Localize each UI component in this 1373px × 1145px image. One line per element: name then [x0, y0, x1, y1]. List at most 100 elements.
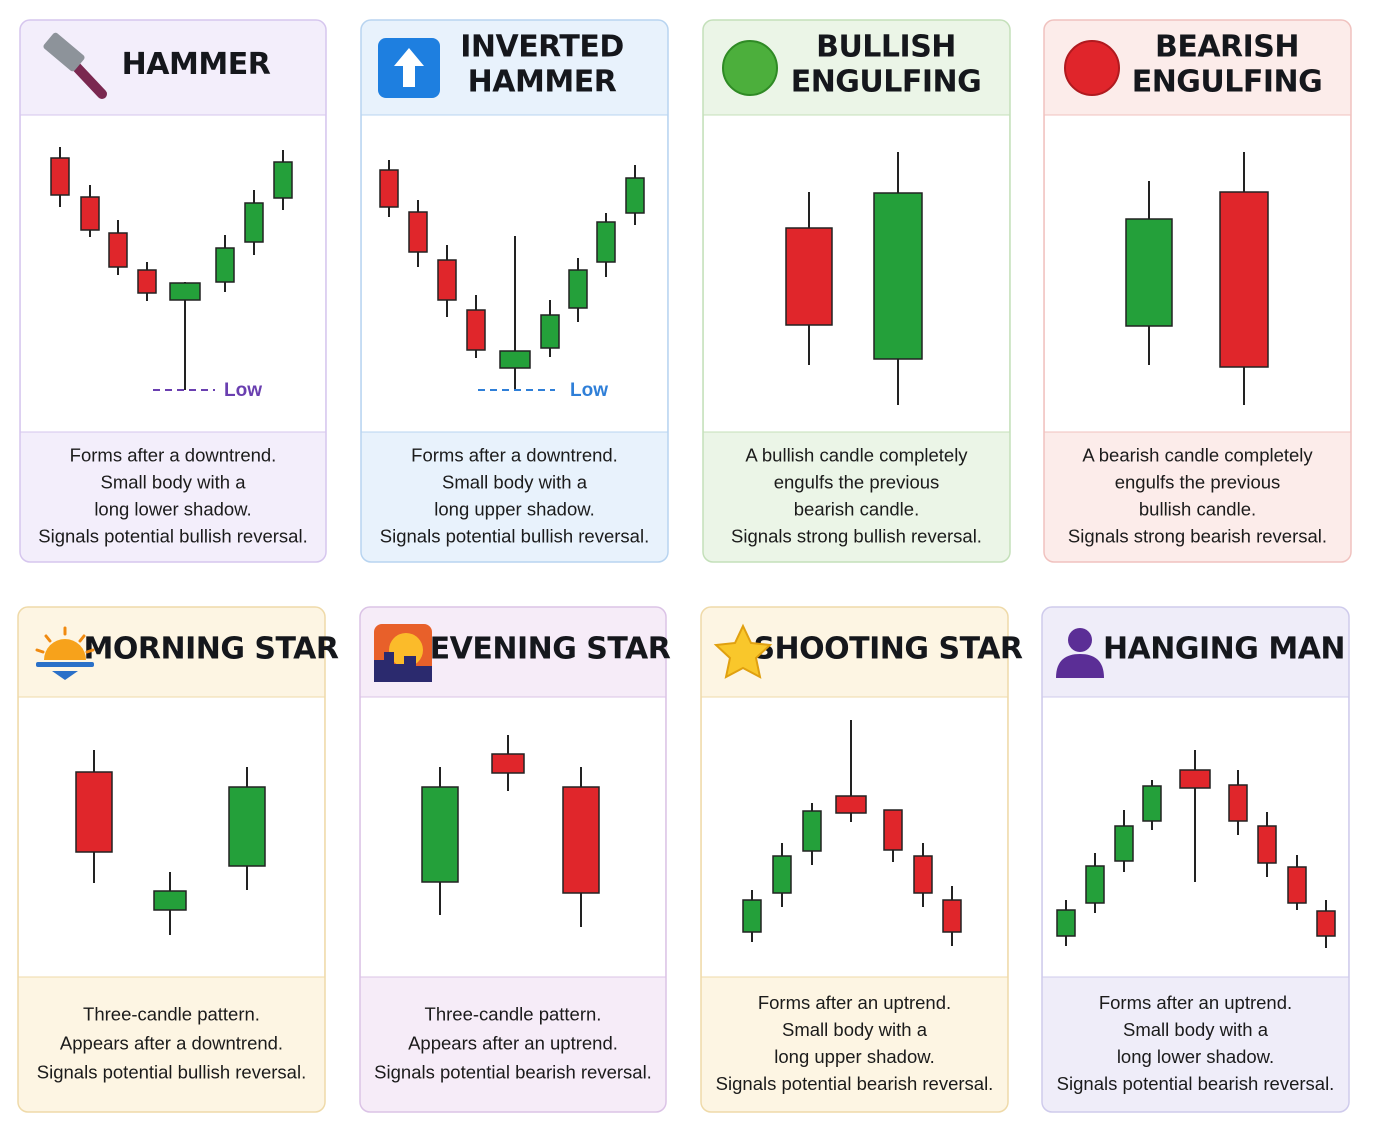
card-title: INVERTED [460, 30, 624, 65]
candle-body [1125, 218, 1173, 327]
candle-body [913, 855, 933, 894]
card-description: engulfs the previous [774, 471, 940, 492]
card-title: EVENING STAR [430, 632, 671, 667]
card-description: Appears after an uptrend. [408, 1032, 618, 1053]
card-title: SHOOTING STAR [753, 632, 1022, 667]
candle-body [568, 269, 588, 309]
card-title: BEARISH [1155, 30, 1299, 65]
card-description: A bullish candle completely [745, 444, 968, 465]
candle-body [75, 771, 113, 853]
card-title: BULLISH [816, 30, 956, 65]
card-border [17, 606, 326, 1113]
candle-body [1142, 785, 1162, 822]
chart-area [702, 697, 1007, 977]
person-icon [1056, 628, 1104, 678]
candle-body [1219, 191, 1269, 368]
candle-body [244, 202, 264, 243]
card-description: Appears after a downtrend. [60, 1032, 283, 1053]
card-description: A bearish candle completely [1082, 444, 1313, 465]
candle-body [379, 169, 399, 208]
candle-body [596, 221, 616, 263]
candle-body [408, 211, 428, 253]
card-border [359, 606, 667, 1113]
candle-body [540, 314, 560, 349]
candle-body [1287, 866, 1307, 904]
arrow-icon [378, 38, 440, 98]
card-title: ENGULFING [1132, 65, 1323, 100]
candle-body [1114, 825, 1134, 862]
candle-body [835, 795, 867, 814]
candle-body [499, 350, 531, 369]
candle-body [742, 899, 762, 933]
candle-body [273, 161, 293, 199]
card-title: HANGING MAN [1103, 632, 1345, 667]
candle-body [1257, 825, 1277, 864]
card-description: Signals potential bearish reversal. [1057, 1073, 1335, 1094]
candle-body [137, 269, 157, 294]
low-label: Low [570, 380, 608, 401]
candle-body [1056, 909, 1076, 937]
card-border [700, 606, 1009, 1113]
card-border [19, 19, 327, 563]
candle-body [228, 786, 266, 867]
candle-body [772, 855, 792, 894]
candle-body [421, 786, 459, 883]
candle-body [215, 247, 235, 283]
card-border [1041, 606, 1350, 1113]
city-sunset-icon [374, 624, 432, 682]
cards: HAMMER Forms after a downtrend. Small body… [17, 19, 1352, 1113]
card-description: Forms after an uptrend. [1099, 992, 1292, 1013]
card-description: Forms after a downtrend. [70, 444, 277, 465]
candle-body [153, 890, 187, 911]
candle-body [1228, 784, 1248, 822]
chart-area [19, 697, 324, 977]
candle-body [491, 753, 525, 774]
candle-body [1179, 769, 1211, 789]
card-description: Three-candle pattern. [83, 1003, 260, 1024]
card-description: Small body with a [101, 471, 247, 492]
card-description: Small body with a [442, 471, 588, 492]
card-title: HAMMER [468, 65, 617, 100]
card-border [360, 19, 669, 563]
candle-body [942, 899, 962, 933]
icons [35, 32, 1120, 682]
card-description: Small body with a [782, 1019, 928, 1040]
card-title: MORNING STAR [84, 632, 339, 667]
candle-body [785, 227, 833, 326]
card-description: Signals potential bullish reversal. [37, 1061, 306, 1082]
candle-body [466, 309, 486, 351]
card-description: Signals potential bullish reversal. [38, 525, 307, 546]
card-description: Signals potential bullish reversal. [380, 525, 649, 546]
chart-area [1045, 115, 1350, 432]
candle-body [169, 282, 201, 301]
candle-body [562, 786, 600, 894]
card-description: Signals strong bullish reversal. [731, 525, 982, 546]
card-border [1043, 19, 1352, 563]
card-description: Signals potential bearish reversal. [716, 1073, 994, 1094]
green-circle-icon [722, 40, 778, 96]
chart-area [704, 115, 1009, 432]
card-border [702, 19, 1011, 563]
hammer-icon [43, 32, 107, 99]
candle-body [108, 232, 128, 268]
card-description: long lower shadow. [1117, 1046, 1274, 1067]
low-label: Low [224, 380, 262, 401]
candle-body [80, 196, 100, 231]
candle-body [873, 192, 923, 360]
candle-body [1316, 910, 1336, 937]
card-description: Signals potential bearish reversal. [374, 1061, 652, 1082]
pattern-card: HANGING MAN Forms after an uptrend. Small … [1041, 606, 1350, 1113]
card-description: long lower shadow. [94, 498, 251, 519]
chart-area [361, 697, 665, 977]
card-description: Three-candle pattern. [425, 1003, 602, 1024]
card-description: bullish candle. [1139, 498, 1256, 519]
card-description: Signals strong bearish reversal. [1068, 525, 1327, 546]
candle-body [50, 157, 70, 196]
candle-body [625, 177, 645, 214]
star-icon [713, 623, 773, 679]
card-description: engulfs the previous [1115, 471, 1281, 492]
